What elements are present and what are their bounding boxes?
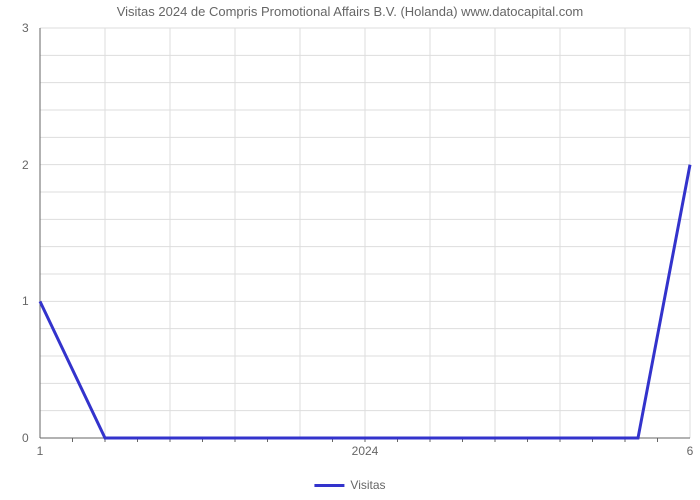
legend-label: Visitas bbox=[350, 478, 385, 492]
grid-lines bbox=[40, 28, 690, 438]
chart-container: Visitas 2024 de Compris Promotional Affa… bbox=[0, 0, 700, 500]
y-tick-label: 0 bbox=[22, 431, 29, 445]
y-tick-label: 3 bbox=[22, 21, 29, 35]
legend: Visitas bbox=[314, 478, 385, 492]
x-tick-label: 6 bbox=[687, 444, 694, 458]
y-tick-label: 2 bbox=[22, 158, 29, 172]
x-center-label: 2024 bbox=[352, 444, 379, 458]
y-tick-label: 1 bbox=[22, 294, 29, 308]
chart-svg bbox=[0, 0, 700, 500]
legend-swatch bbox=[314, 484, 344, 487]
x-tick-label: 1 bbox=[37, 444, 44, 458]
